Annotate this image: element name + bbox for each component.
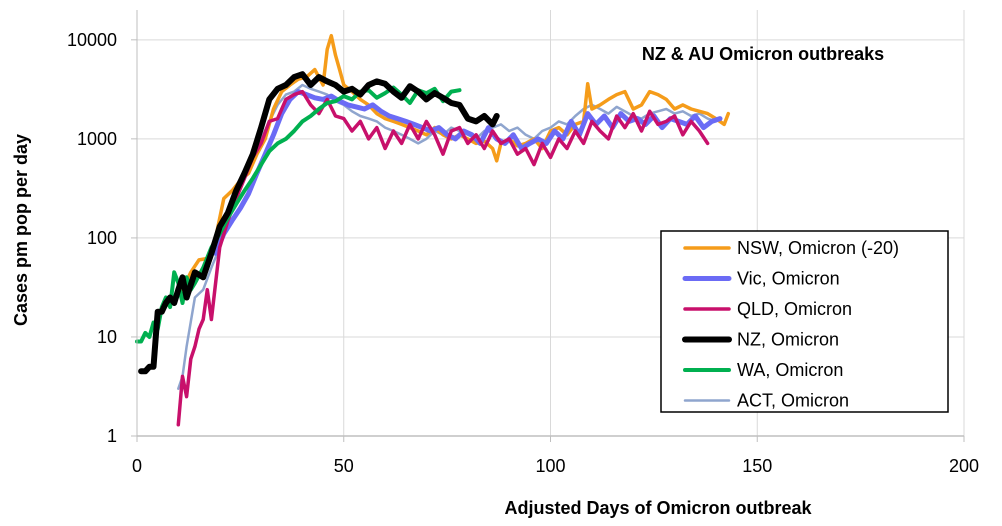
legend-label-nz: NZ, Omicron (737, 330, 839, 350)
chart-title: NZ & AU Omicron outbreaks (642, 44, 884, 64)
x-tick-labels: 0 50 100 150 200 (132, 456, 979, 476)
x-tick-label: 150 (742, 456, 772, 476)
x-tick-label: 0 (132, 456, 142, 476)
legend-label-vic: Vic, Omicron (737, 269, 840, 289)
y-tick-label: 1000 (77, 129, 117, 149)
y-tick-label: 10 (97, 327, 117, 347)
y-tick-label: 100 (87, 228, 117, 248)
legend-box (660, 230, 949, 413)
legend-label-wa: WA, Omicron (737, 360, 843, 380)
axes (131, 10, 965, 442)
legend-label-nsw: NSW, Omicron (-20) (737, 238, 899, 258)
y-tick-labels: 1 10 100 1000 10000 (67, 30, 117, 446)
series-group (135, 33, 731, 427)
x-tick-label: 100 (535, 456, 565, 476)
legend-label-act: ACT, Omicron (737, 391, 849, 411)
legend: NSW, Omicron (-20) Vic, Omicron QLD, Omicr… (660, 230, 949, 413)
y-axis-title: Cases pm pop per day (11, 134, 31, 326)
x-axis-title: Adjusted Days of Omicron outbreak (504, 498, 812, 518)
y-tick-label: 10000 (67, 30, 117, 50)
y-tick-label: 1 (107, 426, 117, 446)
x-tick-label: 200 (949, 456, 979, 476)
x-tick-label: 50 (334, 456, 354, 476)
legend-label-qld: QLD, Omicron (737, 299, 852, 319)
series-line-nz (138, 71, 500, 375)
